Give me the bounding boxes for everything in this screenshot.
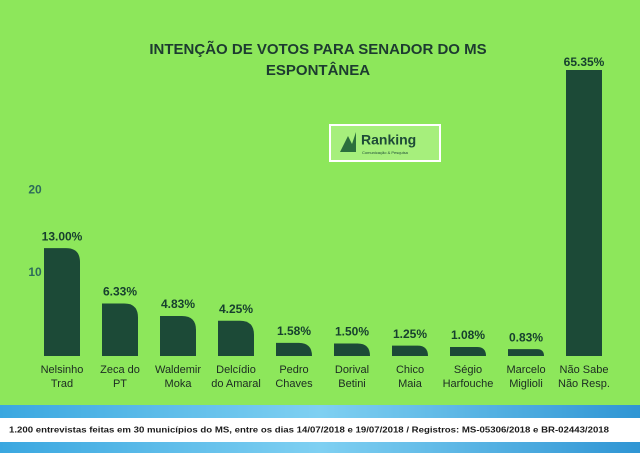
value-label: 1.08% (451, 328, 485, 342)
x-tick-label: Pedro (279, 364, 308, 376)
x-tick-label: Dorival (335, 364, 369, 376)
footnote: 1.200 entrevistas feitas em 30 município… (9, 424, 609, 434)
chart-subtitle: ESPONTÂNEA (266, 61, 370, 79)
bar (218, 320, 254, 356)
bar (334, 343, 370, 356)
x-tick-label: PT (113, 378, 127, 390)
value-label: 1.58% (277, 324, 311, 338)
value-label: 6.33% (103, 285, 137, 299)
x-tick-label: Miglioli (509, 378, 543, 390)
x-tick-label: Chico (396, 364, 424, 376)
x-tick-label: Moka (165, 378, 193, 390)
x-tick-label: Waldemir (155, 364, 201, 376)
x-tick-label: Marcelo (506, 364, 545, 376)
logo-box (329, 124, 441, 162)
bar (44, 248, 80, 356)
x-tick-label: Nelsinho (41, 364, 84, 376)
logo: Ranking Comunicação & Pesquisa (329, 124, 441, 162)
value-label: 4.83% (161, 297, 195, 311)
bar (392, 345, 428, 356)
plot (44, 70, 602, 356)
bar (160, 315, 196, 356)
footer-strip (0, 418, 640, 442)
x-tick-label: Ségio (454, 364, 482, 376)
value-label: 13.00% (42, 229, 83, 243)
logo-name: Ranking (361, 132, 416, 148)
y-tick-label: 10 (28, 265, 42, 279)
x-tick-label: Maia (398, 378, 423, 390)
bar (508, 349, 544, 356)
value-label: 1.50% (335, 325, 369, 339)
x-tick-label: Betini (338, 378, 366, 390)
x-tick-label: Trad (51, 378, 73, 390)
value-label: 1.25% (393, 327, 427, 341)
bar (276, 342, 312, 356)
value-label: 65.35% (564, 55, 605, 69)
value-label: 0.83% (509, 330, 543, 344)
y-tick-label: 20 (28, 182, 42, 196)
bar (566, 70, 602, 356)
bar (450, 347, 486, 356)
x-tick-label: Zeca do (100, 364, 140, 376)
logo-tagline: Comunicação & Pesquisa (362, 150, 409, 155)
x-tick-label: Não Sabe (560, 364, 609, 376)
x-tick-label: Não Resp. (558, 378, 610, 390)
x-tick-label: do Amaral (211, 378, 261, 390)
value-label: 4.25% (219, 302, 253, 316)
chart-title: INTENÇÃO DE VOTOS PARA SENADOR DO MS (149, 40, 486, 58)
logo-icon (340, 132, 356, 152)
bar (102, 303, 138, 356)
x-tick-label: Harfouche (443, 378, 494, 390)
x-tick-label: Chaves (275, 378, 313, 390)
x-tick-label: Delcídio (216, 364, 256, 376)
